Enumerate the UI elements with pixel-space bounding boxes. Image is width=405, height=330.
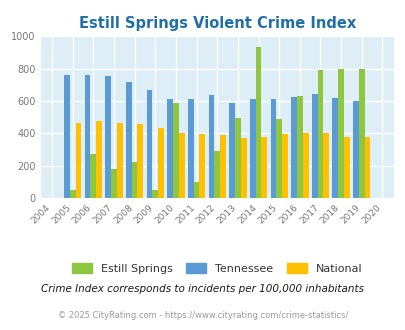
Bar	[137, 124, 143, 198]
Bar	[70, 190, 75, 198]
Bar	[270, 99, 276, 198]
Bar	[276, 119, 281, 198]
Bar	[364, 137, 370, 198]
Bar	[173, 103, 178, 198]
Bar	[317, 70, 323, 198]
Bar	[105, 76, 111, 198]
Bar	[352, 101, 358, 198]
Bar	[188, 99, 193, 198]
Bar	[323, 133, 328, 198]
Bar	[158, 128, 164, 198]
Bar	[167, 99, 173, 198]
Bar	[126, 82, 131, 198]
Bar	[84, 75, 90, 198]
Bar	[90, 154, 96, 198]
Bar	[96, 121, 102, 198]
Bar	[152, 190, 158, 198]
Bar	[214, 151, 220, 198]
Bar	[229, 103, 234, 198]
Bar	[343, 137, 349, 198]
Bar	[261, 137, 266, 198]
Bar	[131, 162, 137, 198]
Title: Estill Springs Violent Crime Index: Estill Springs Violent Crime Index	[79, 16, 355, 31]
Bar	[146, 90, 152, 198]
Bar	[178, 133, 184, 198]
Legend: Estill Springs, Tennessee, National: Estill Springs, Tennessee, National	[68, 258, 366, 278]
Bar	[302, 133, 308, 198]
Bar	[249, 99, 255, 198]
Bar	[337, 69, 343, 198]
Bar	[358, 69, 364, 198]
Bar	[234, 118, 240, 198]
Bar	[296, 96, 302, 198]
Bar	[193, 182, 199, 198]
Text: Crime Index corresponds to incidents per 100,000 inhabitants: Crime Index corresponds to incidents per…	[41, 284, 364, 294]
Bar	[117, 123, 122, 198]
Bar	[64, 75, 70, 198]
Bar	[332, 98, 337, 198]
Bar	[255, 47, 261, 198]
Bar	[240, 138, 246, 198]
Bar	[111, 169, 117, 198]
Bar	[220, 135, 225, 198]
Bar	[290, 97, 296, 198]
Bar	[311, 94, 317, 198]
Bar	[199, 134, 205, 198]
Bar	[75, 123, 81, 198]
Bar	[281, 134, 287, 198]
Bar	[208, 94, 214, 198]
Text: © 2025 CityRating.com - https://www.cityrating.com/crime-statistics/: © 2025 CityRating.com - https://www.city…	[58, 312, 347, 320]
